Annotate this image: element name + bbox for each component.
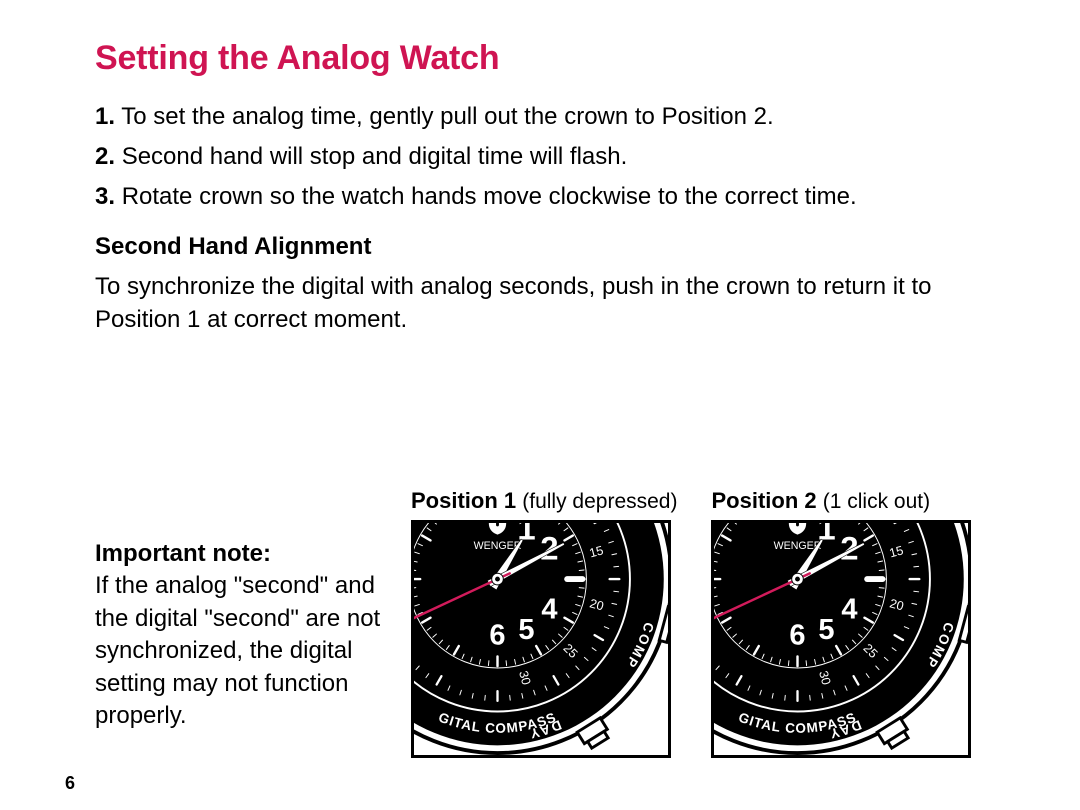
page-title: Setting the Analog Watch bbox=[95, 40, 1020, 77]
svg-text:5: 5 bbox=[819, 614, 835, 646]
step-1-num: 1. bbox=[95, 103, 115, 130]
figure-2-caption-paren: (1 click out) bbox=[823, 490, 930, 513]
figure-1-caption-paren: (fully depressed) bbox=[522, 490, 677, 513]
figure-1-caption: Position 1 (fully depressed) bbox=[411, 488, 677, 514]
subsection-body: To synchronize the digital with analog s… bbox=[95, 271, 980, 336]
svg-text:4: 4 bbox=[842, 594, 858, 626]
svg-text:5: 5 bbox=[518, 614, 534, 646]
step-2-num: 2. bbox=[95, 143, 115, 170]
watch-illustration-position-2: LTIFUNCTIONGITAL COMPASSCOMPDAY051015202… bbox=[711, 520, 971, 758]
instruction-steps: 1. To set the analog time, gently pull o… bbox=[95, 99, 1020, 215]
important-note-body: If the analog "second" and the digital "… bbox=[95, 570, 395, 732]
step-3-text: Rotate crown so the watch hands move clo… bbox=[122, 183, 857, 210]
step-1: 1. To set the analog time, gently pull o… bbox=[95, 99, 1020, 135]
important-note-heading: Important note: bbox=[95, 538, 395, 570]
step-3: 3. Rotate crown so the watch hands move … bbox=[95, 179, 1020, 215]
svg-text:4: 4 bbox=[541, 594, 557, 626]
figure-position-1: Position 1 (fully depressed) LTIFUNCTION… bbox=[411, 488, 677, 758]
svg-text:6: 6 bbox=[790, 620, 806, 652]
page-number: 6 bbox=[65, 773, 75, 794]
step-2-text: Second hand will stop and digital time w… bbox=[122, 143, 628, 170]
watch-illustration-position-1: LTIFUNCTIONGITAL COMPASSCOMPDAY051015202… bbox=[411, 520, 671, 758]
step-1-text: To set the analog time, gently pull out … bbox=[121, 103, 773, 130]
figure-position-2: Position 2 (1 click out) LTIFUNCTIONGITA… bbox=[711, 488, 971, 758]
figure-1-caption-bold: Position 1 bbox=[411, 488, 516, 513]
step-3-num: 3. bbox=[95, 183, 115, 210]
subsection-heading: Second Hand Alignment bbox=[95, 233, 1020, 261]
svg-text:6: 6 bbox=[489, 620, 505, 652]
figure-2-caption-bold: Position 2 bbox=[711, 488, 816, 513]
figure-2-caption: Position 2 (1 click out) bbox=[711, 488, 930, 514]
step-2: 2. Second hand will stop and digital tim… bbox=[95, 139, 1020, 175]
